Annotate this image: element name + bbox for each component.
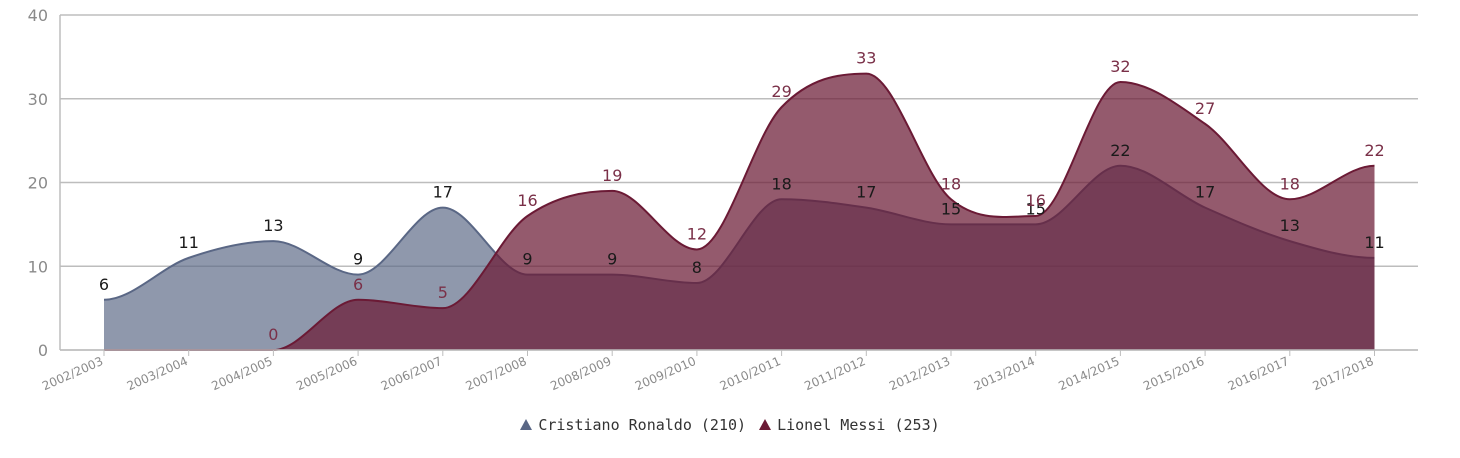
x-tick-label: 2016/2017 [1226, 354, 1291, 393]
data-label: 9 [607, 250, 617, 269]
triangle-icon [759, 419, 772, 430]
x-tick-label: 2012/2013 [887, 354, 952, 393]
legend-item-messi[interactable]: Lionel Messi (253) [759, 416, 940, 434]
x-tick-label: 2010/2011 [718, 354, 783, 393]
data-label: 32 [1110, 57, 1130, 76]
y-tick-label: 40 [28, 6, 48, 25]
data-label: 18 [941, 174, 961, 193]
data-label: 17 [856, 183, 876, 202]
x-tick-label: 2003/2004 [125, 354, 190, 393]
legend-label-ronaldo: Cristiano Ronaldo (210) [538, 416, 747, 434]
data-label: 15 [1026, 199, 1046, 218]
data-label: 11 [1364, 233, 1384, 252]
data-label: 17 [433, 183, 453, 202]
x-tick-label: 2009/2010 [633, 354, 698, 393]
data-label: 13 [1280, 216, 1300, 235]
data-label: 12 [687, 225, 707, 244]
x-tick-label: 2007/2008 [464, 354, 529, 393]
data-label: 16 [1026, 191, 1046, 210]
x-tick-label: 2013/2014 [972, 354, 1037, 393]
y-tick-label: 30 [28, 90, 48, 109]
data-label: 16 [517, 191, 537, 210]
data-label: 11 [179, 233, 199, 252]
data-label: 29 [771, 82, 791, 101]
data-label: 33 [856, 49, 876, 68]
series-areas [103, 72, 1375, 352]
series-area-1 [104, 73, 1375, 350]
data-label: 17 [1195, 183, 1215, 202]
legend-item-ronaldo[interactable]: Cristiano Ronaldo (210) [520, 416, 746, 434]
y-tick-label: 10 [28, 257, 48, 276]
x-tick-label: 2014/2015 [1056, 354, 1121, 393]
data-label: 8 [692, 258, 702, 277]
y-tick-label: 20 [28, 174, 48, 193]
x-tick-label: 2015/2016 [1141, 354, 1206, 393]
triangle-icon [520, 419, 533, 430]
data-label: 19 [602, 166, 622, 185]
x-tick-label: 2004/2005 [209, 354, 274, 393]
legend: Cristiano Ronaldo (210) Lionel Messi (25… [0, 416, 1460, 434]
data-labels: 6 11 13 9 17 9 9 8 18 17 15 15 22 17 13 11 0 6 5 16 19 12 29 33… [99, 49, 1385, 344]
data-label: 5 [438, 283, 448, 302]
series-line-1 [104, 72, 1375, 352]
data-label: 18 [1280, 174, 1300, 193]
x-tick-label: 2005/2006 [294, 354, 359, 393]
data-label: 9 [353, 250, 363, 269]
x-tick-label: 2002/2003 [40, 354, 105, 393]
data-label: 6 [99, 275, 109, 294]
axes [59, 15, 1418, 351]
data-label: 27 [1195, 99, 1215, 118]
x-tick-label: 2017/2018 [1311, 354, 1376, 393]
y-tick-label: 0 [38, 341, 48, 360]
data-label: 22 [1110, 141, 1130, 160]
x-tick-label: 2006/2007 [379, 354, 444, 393]
data-label: 13 [263, 216, 283, 235]
data-label: 18 [771, 174, 791, 193]
legend-label-messi: Lionel Messi (253) [777, 416, 940, 434]
y-axis-ticks: 0 10 20 30 40 [28, 6, 48, 360]
data-label: 15 [941, 199, 961, 218]
data-label: 0 [268, 325, 278, 344]
data-label: 22 [1364, 141, 1384, 160]
x-tick-label: 2011/2012 [802, 354, 867, 393]
data-label: 9 [522, 250, 532, 269]
x-tick-label: 2008/2009 [548, 354, 613, 393]
data-label: 6 [353, 275, 363, 294]
x-axis-ticks: 2002/2003 2003/2004 2004/2005 2005/2006 2006… [40, 350, 1376, 393]
